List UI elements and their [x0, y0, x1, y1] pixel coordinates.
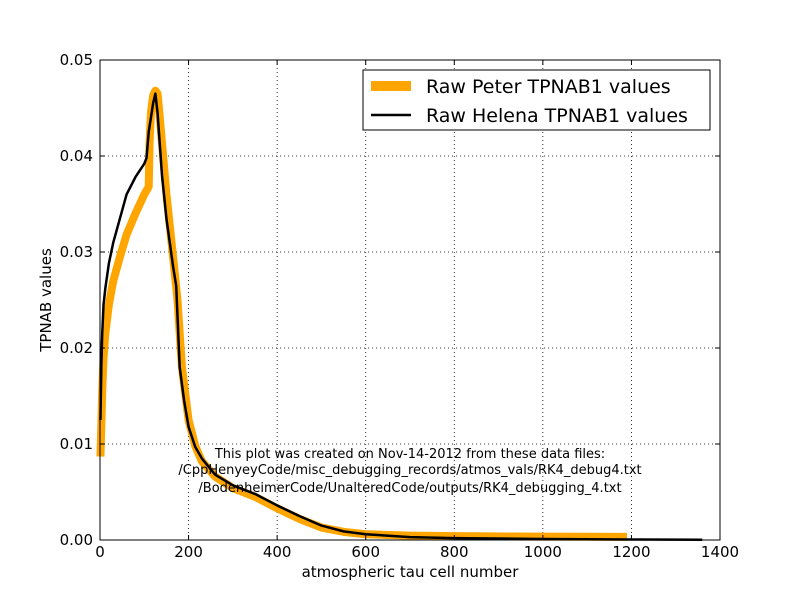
x-tick-label: 800: [440, 543, 469, 561]
legend-label-helena: Raw Helena TPNAB1 values: [426, 105, 688, 127]
y-tick-label: 0.03: [60, 243, 93, 261]
annotation-line-2: /CppHenyeyCode/misc_debugging_records/at…: [178, 463, 641, 478]
y-tick-label: 0.01: [60, 435, 93, 453]
legend: Raw Peter TPNAB1 values Raw Helena TPNAB…: [362, 69, 711, 131]
annotation: This plot was created on Nov-14-2012 fro…: [178, 447, 641, 496]
x-tick-label: 400: [263, 543, 292, 561]
grid: [100, 60, 720, 540]
plot-frame: [99, 59, 721, 541]
x-tick-label: 1400: [701, 543, 739, 561]
x-tick-label: 1200: [612, 543, 650, 561]
y-tick-label: 0.00: [60, 531, 93, 549]
x-tick-label: 1000: [524, 543, 562, 561]
legend-label-peter: Raw Peter TPNAB1 values: [426, 76, 671, 98]
y-tick-label: 0.02: [60, 339, 93, 357]
series-line-helena: [99, 92, 703, 541]
series-layer: [96, 86, 703, 541]
x-axis-label: atmospheric tau cell number: [302, 563, 520, 581]
x-tick-label: 600: [351, 543, 380, 561]
y-tick-label: 0.04: [60, 147, 93, 165]
series-line-peter: [96, 86, 628, 541]
x-tick-label: 200: [174, 543, 203, 561]
y-axis-label: TPNAB values: [37, 248, 55, 353]
annotation-line-3: /BodenheimerCode/UnalteredCode/outputs/R…: [198, 481, 621, 496]
annotation-line-1: This plot was created on Nov-14-2012 fro…: [214, 447, 605, 462]
y-tick-label: 0.05: [60, 51, 93, 69]
ticks: 0 200 400 600 800 1000 1200 1400 0.00 0.01 0.02 0.0…: [60, 51, 740, 561]
x-tick-label: 0: [95, 543, 105, 561]
legend-box: [362, 69, 711, 131]
